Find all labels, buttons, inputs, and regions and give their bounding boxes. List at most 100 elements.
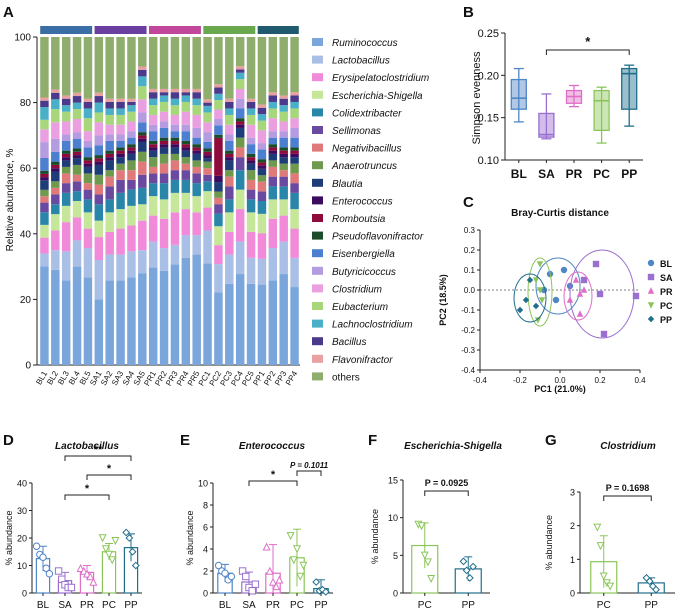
stacked-segment-pc5 (246, 137, 256, 145)
legend-label-a: Colidextribacter (332, 108, 402, 119)
legend-label-a: Flavonifractor (332, 355, 393, 366)
stacked-segment-bl2 (51, 269, 60, 365)
stacked-segment-bl2 (51, 230, 60, 251)
legend-label-a: Clostridium (332, 284, 382, 295)
chart-title-g: Clostridium (600, 441, 656, 452)
y-tick-label-b: 0.20 (478, 70, 499, 82)
stacked-segment-bl1 (40, 100, 49, 108)
legend-swatch-a (312, 266, 323, 275)
y-tick-label-g: 2 (570, 521, 575, 531)
confidence-ellipse (527, 257, 553, 327)
significance-label-b: * (585, 34, 591, 49)
legend-swatch-a (312, 161, 323, 170)
stacked-segment-bl5 (83, 166, 93, 174)
stacked-segment-pp2 (268, 176, 278, 187)
stacked-segment-pp3 (279, 215, 288, 242)
stacked-segment-pr2 (159, 153, 169, 164)
stacked-segment-pc2 (214, 134, 223, 138)
bar-group-e-bl (214, 561, 236, 594)
stacked-segment-sa4 (127, 251, 136, 278)
stacked-segment-sa5 (138, 135, 147, 139)
data-point (599, 572, 608, 581)
stacked-segment-sa5 (138, 204, 147, 221)
stacked-segment-pc1 (203, 122, 212, 133)
stacked-segment-pr2 (159, 127, 169, 138)
legend-swatch-a (312, 302, 323, 310)
series-pr (563, 271, 593, 321)
stacked-segment-bl1 (40, 237, 49, 254)
legend-swatch-a (312, 143, 323, 152)
stacked-segment-pp3 (279, 95, 288, 99)
stacked-segment-pp4 (290, 183, 299, 193)
stacked-segment-bl1 (40, 119, 49, 130)
stacked-segment-pc4 (235, 137, 245, 148)
stacked-segment-pr5 (192, 150, 201, 154)
data-point (289, 556, 298, 565)
stacked-segment-pc2 (214, 84, 223, 88)
point-pp (516, 306, 524, 314)
point-pc (532, 277, 540, 284)
stacked-segment-bl3 (61, 183, 71, 193)
data-point (423, 558, 432, 567)
stacked-segment-pr1 (148, 173, 158, 184)
stacked-segment-pc5 (246, 98, 256, 102)
stacked-segment-pr4 (181, 257, 191, 365)
y-tick-label-e: 6 (203, 523, 208, 533)
stacked-segment-pc1 (203, 161, 212, 169)
stacked-segment-pp2 (268, 131, 278, 138)
stacked-segment-pp1 (257, 149, 267, 160)
stacked-segment-bl2 (51, 187, 60, 195)
y-tick-label-c: -0.1 (461, 306, 475, 315)
stacked-segment-sa1 (94, 260, 104, 300)
legend-label-a: Negativibacillus (332, 144, 401, 155)
stacked-segment-sa2 (105, 153, 114, 158)
stacked-segment-pp4 (290, 150, 299, 154)
stacked-segment-pc5 (246, 179, 256, 190)
stacked-segment-bl5 (83, 37, 93, 99)
stacked-segment-bl3 (61, 95, 71, 99)
stacked-segment-sa3 (116, 153, 125, 158)
stacked-segment-bl1 (40, 189, 49, 197)
stacked-segment-pr3 (170, 37, 180, 89)
legend-label-a: Romboutsia (332, 214, 386, 225)
stacked-segment-pp3 (279, 111, 288, 122)
stacked-segment-pc1 (203, 112, 212, 123)
stacked-segment-bl3 (61, 105, 71, 112)
stacked-segment-bl4 (72, 96, 82, 103)
stacked-segment-sa2 (105, 160, 114, 171)
stacked-segment-pr1 (148, 37, 158, 89)
stacked-segment-bl4 (72, 132, 82, 139)
stacked-segment-sa1 (94, 112, 104, 123)
stacked-segment-pr1 (148, 131, 158, 141)
box-iqr (538, 112, 555, 138)
stacked-segment-sa1 (94, 237, 104, 261)
stacked-segment-pc5 (246, 144, 256, 154)
stacked-segment-bl5 (83, 101, 93, 109)
stacked-segment-pp2 (268, 160, 278, 167)
stacked-segment-sa2 (105, 37, 114, 99)
stacked-segment-bl5 (83, 163, 93, 167)
stacked-segment-bl4 (72, 151, 82, 156)
stacked-segment-pp3 (279, 170, 288, 177)
point-pr (566, 296, 574, 303)
stacked-segment-pr5 (192, 160, 201, 167)
stacked-segment-pr1 (148, 196, 158, 216)
stacked-segment-pr1 (148, 144, 158, 148)
stacked-segment-pc2 (214, 245, 223, 265)
stacked-segment-pr4 (181, 124, 191, 132)
box-iqr (510, 78, 527, 110)
x-tick-label-d-pr: PR (80, 600, 94, 611)
confidence-ellipse (513, 273, 547, 323)
stacked-segment-bl2 (51, 151, 60, 162)
stacked-segment-pc3 (225, 124, 234, 135)
panel-letter-c: C (463, 194, 474, 211)
stacked-segment-bl1 (40, 212, 49, 225)
stacked-segment-pc2 (214, 264, 223, 293)
stacked-segment-pp2 (268, 147, 278, 151)
stacked-segment-pp4 (290, 92, 299, 96)
stacked-segment-pc4 (235, 241, 245, 275)
stacked-segment-pp2 (268, 218, 278, 249)
stacked-segment-bl2 (51, 92, 60, 100)
stacked-segment-bl2 (51, 138, 60, 152)
stacked-segment-sa2 (105, 186, 114, 200)
